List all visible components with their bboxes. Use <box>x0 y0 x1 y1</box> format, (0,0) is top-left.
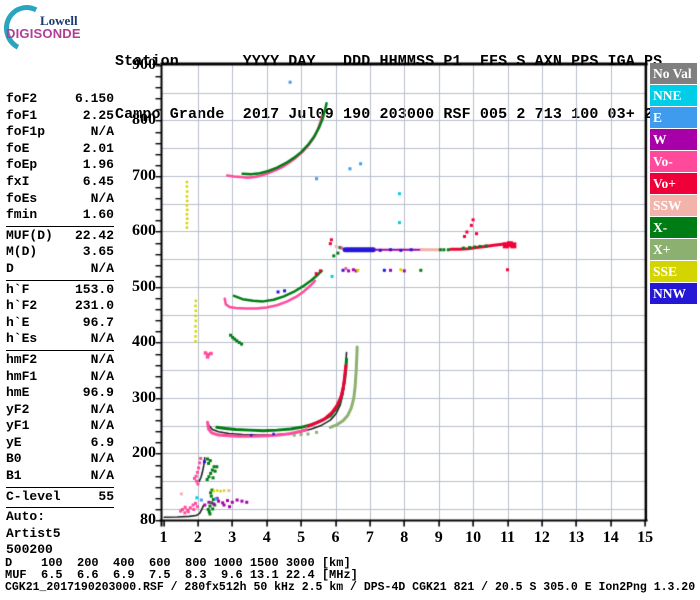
y-tick-label: 400 <box>132 333 156 351</box>
muf-row: MUF 6.5 6.6 6.9 7.5 8.3 9.6 13.1 22.4 [M… <box>5 568 358 582</box>
legend-item-ssw: SSW <box>650 195 697 216</box>
legend-item-x: X+ <box>650 239 697 260</box>
x-tick-label: 5 <box>297 529 306 546</box>
x-tick-label: 4 <box>262 529 271 546</box>
y-tick-label: 700 <box>132 166 156 184</box>
x-tick-label: 15 <box>637 529 654 546</box>
legend-item-vo: Vo- <box>650 151 697 172</box>
x-tick-label: 12 <box>533 529 550 546</box>
legend-item-noval: No Val <box>650 63 697 84</box>
legend-item-vo: Vo+ <box>650 173 697 194</box>
legend-item-e: E <box>650 107 697 128</box>
x-tick-label: 14 <box>602 529 619 546</box>
legend-item-w: W <box>650 129 697 150</box>
x-tick-label: 3 <box>228 529 237 546</box>
x-tick-label: 1 <box>159 529 168 546</box>
distance-row: D 100 200 400 600 800 1000 1500 3000 [km… <box>5 556 351 570</box>
x-tick-label: 10 <box>465 529 482 546</box>
doppler-direction-legend: No Val NNE E W Vo- Vo+ SSW X- X+ SSE NNW <box>650 63 697 305</box>
y-tick-label: 80 <box>140 511 156 529</box>
status-line: CGK21_2017190203000.RSF / 280fx512h 50 k… <box>5 581 696 594</box>
x-tick-label: 2 <box>193 529 202 546</box>
y-tick-label: 900 <box>132 56 156 73</box>
x-tick-label: 6 <box>331 529 340 546</box>
legend-item-x: X- <box>650 217 697 238</box>
y-tick-label: 600 <box>132 222 156 240</box>
y-tick-label: 500 <box>132 277 156 295</box>
y-tick-label: 800 <box>132 111 156 129</box>
x-tick-label: 11 <box>499 529 516 546</box>
legend-item-sse: SSE <box>650 261 697 282</box>
x-tick-label: 13 <box>568 529 585 546</box>
x-tick-label: 8 <box>400 529 409 546</box>
legend-item-nnw: NNW <box>650 283 697 304</box>
x-tick-label: 7 <box>365 529 374 546</box>
y-tick-label: 200 <box>132 444 156 462</box>
legend-item-nne: NNE <box>650 85 697 106</box>
x-tick-label: 9 <box>434 529 443 546</box>
y-tick-label: 300 <box>132 388 156 406</box>
